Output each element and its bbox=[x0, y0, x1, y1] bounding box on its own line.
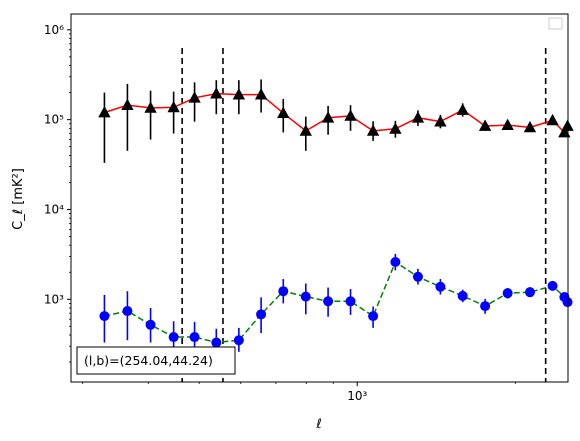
y-tick-label: 10⁵ bbox=[44, 113, 64, 127]
data-point bbox=[344, 109, 357, 121]
data-point bbox=[145, 319, 156, 330]
data-point bbox=[210, 87, 223, 99]
data-point bbox=[390, 257, 401, 268]
data-point bbox=[434, 115, 447, 127]
data-point bbox=[546, 113, 559, 126]
data-point bbox=[412, 271, 423, 282]
legend-box[interactable] bbox=[548, 17, 563, 30]
plot-frame bbox=[70, 13, 569, 383]
axis-ticks: 10³ 10⁴ 10⁵ 10⁶ 10³ bbox=[44, 23, 516, 403]
data-point bbox=[211, 337, 222, 348]
data-point bbox=[366, 124, 380, 136]
data-point bbox=[300, 291, 311, 302]
data-point bbox=[456, 103, 469, 115]
data-point bbox=[547, 280, 558, 291]
data-point bbox=[524, 287, 535, 298]
data-point bbox=[389, 122, 402, 134]
data-point bbox=[189, 332, 200, 343]
data-point bbox=[345, 296, 356, 307]
data-point bbox=[558, 125, 571, 138]
y-axis-label: C_ℓ [mK²] bbox=[11, 168, 26, 230]
data-point bbox=[523, 120, 537, 133]
data-point bbox=[411, 111, 425, 123]
data-point bbox=[98, 106, 111, 118]
data-point bbox=[323, 296, 334, 307]
annotation-box: (l,b)=(254.04,44.24) bbox=[76, 346, 236, 375]
y-tick-label: 10⁴ bbox=[44, 202, 64, 216]
data-point bbox=[435, 281, 446, 292]
data-point bbox=[233, 335, 244, 346]
data-series bbox=[98, 79, 574, 354]
data-point bbox=[277, 106, 290, 119]
data-point bbox=[502, 288, 513, 299]
data-point bbox=[144, 101, 157, 113]
data-point bbox=[478, 119, 492, 131]
data-point bbox=[321, 111, 335, 123]
data-point bbox=[99, 311, 110, 322]
data-point bbox=[254, 88, 268, 100]
plot-area bbox=[71, 14, 568, 382]
data-point bbox=[278, 286, 289, 297]
data-point bbox=[256, 309, 267, 320]
data-point bbox=[299, 124, 312, 136]
series-line bbox=[104, 260, 569, 344]
data-point bbox=[122, 306, 133, 317]
data-point bbox=[480, 301, 491, 312]
series-2 bbox=[99, 253, 573, 354]
data-point bbox=[501, 118, 514, 130]
data-point bbox=[457, 290, 468, 301]
data-point bbox=[232, 88, 246, 100]
data-point bbox=[368, 311, 379, 322]
x-axis-label: ℓ bbox=[315, 417, 321, 432]
data-point bbox=[121, 98, 134, 111]
data-point bbox=[168, 332, 179, 343]
annotation-text: (l,b)=(254.04,44.24) bbox=[84, 353, 213, 368]
y-tick-label: 10⁶ bbox=[44, 23, 64, 37]
data-point bbox=[167, 100, 180, 113]
data-point bbox=[188, 91, 201, 103]
series-1 bbox=[98, 79, 574, 163]
y-tick-label: 10³ bbox=[44, 292, 64, 306]
x-tick-label: 10³ bbox=[347, 389, 367, 403]
